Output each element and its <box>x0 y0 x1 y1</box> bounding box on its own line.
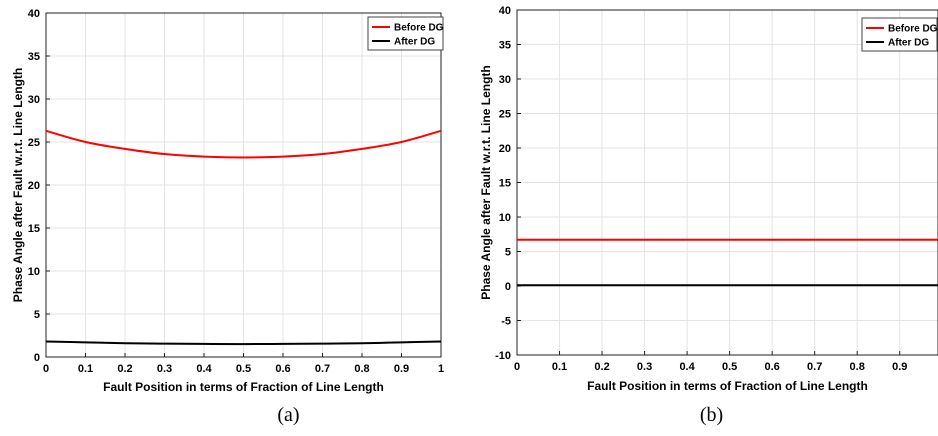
y-tick-label: 40 <box>28 8 40 20</box>
x-tick-label: 0 <box>43 363 49 375</box>
x-tick-label: 0.5 <box>722 361 737 373</box>
legend-entry: Before DG <box>394 23 444 34</box>
legend-box <box>861 17 938 52</box>
x-axis-label: Fault Position in terms of Fraction of L… <box>103 380 384 394</box>
y-tick-label: 35 <box>28 51 40 63</box>
x-tick-label: 0.5 <box>236 363 251 375</box>
x-tick-label: 0.2 <box>117 363 132 375</box>
y-tick-label: -5 <box>501 316 511 328</box>
y-tick-label: 25 <box>28 137 40 149</box>
x-tick-label: 0.4 <box>196 363 212 375</box>
x-tick-label: 0.7 <box>315 363 330 375</box>
x-tick-label: 0.3 <box>157 363 172 375</box>
chart-panel-b: 0 0.1 0.2 0.3 0.4 0.5 0.6 0.7 0.8 0.9 -10 -5 0 5 10 15 2… <box>479 5 938 426</box>
x-tick-label: 0.6 <box>275 363 290 375</box>
legend: Before DG After DG <box>861 17 938 52</box>
y-tick-label: 15 <box>28 223 40 235</box>
x-tick-label: 0 <box>514 361 520 373</box>
x-tick-label: 0.1 <box>78 363 93 375</box>
y-tick-label: 25 <box>499 109 511 121</box>
series-line-before-dg <box>45 129 442 159</box>
y-tick-label: 5 <box>34 309 40 321</box>
x-tick-label: 0.2 <box>594 361 609 373</box>
x-tick-label: 0.3 <box>637 361 652 373</box>
y-tick-label: 15 <box>499 178 511 190</box>
y-tick-label: -10 <box>495 350 511 362</box>
y-tick-label: 30 <box>499 74 511 86</box>
y-axis-label: Phase Angle after Fault w.r.t. Line Leng… <box>479 65 493 299</box>
panel-caption: (a) <box>277 404 299 426</box>
y-tick-label: 0 <box>34 352 40 364</box>
x-tick-label: 0.9 <box>394 363 409 375</box>
x-tick-label: 0.8 <box>850 361 865 373</box>
x-tick-label: 0.7 <box>807 361 822 373</box>
y-axis-label: Phase Angle after Fault w.r.t. Line Leng… <box>11 68 25 302</box>
x-tick-label: 0.9 <box>892 361 907 373</box>
series-line-after-dg <box>45 340 442 346</box>
y-tick-label: 0 <box>505 281 511 293</box>
x-tick-label: 0.4 <box>679 361 695 373</box>
y-tick-label: 10 <box>28 266 40 278</box>
chart-panel-a: 0 0.1 0.2 0.3 0.4 0.5 0.6 0.7 0.8 0.9 105101520253… <box>11 8 444 426</box>
legend: Before DG After DG <box>367 16 444 51</box>
legend-entry: After DG <box>888 38 929 49</box>
x-tick-label: 1 <box>438 363 444 375</box>
legend-entry: After DG <box>394 37 435 48</box>
y-tick-label: 20 <box>499 143 511 155</box>
x-tick-label: 0.1 <box>552 361 567 373</box>
x-tick-label: 0.6 <box>765 361 780 373</box>
legend-box <box>367 16 444 51</box>
x-tick-label: 0.8 <box>354 363 369 375</box>
legend-entry: Before DG <box>888 24 938 35</box>
panel-caption: (b) <box>700 404 723 426</box>
y-tick-label: 35 <box>499 40 511 52</box>
y-tick-label: 40 <box>499 5 511 17</box>
y-tick-label: 10 <box>499 212 511 224</box>
y-tick-label: 20 <box>28 180 40 192</box>
x-axis-label: Fault Position in terms of Fraction of L… <box>587 379 868 393</box>
plot-area-frame <box>516 9 938 356</box>
y-tick-label: 5 <box>505 247 511 259</box>
plot-area-frame <box>45 12 442 358</box>
y-tick-label: 30 <box>28 94 40 106</box>
